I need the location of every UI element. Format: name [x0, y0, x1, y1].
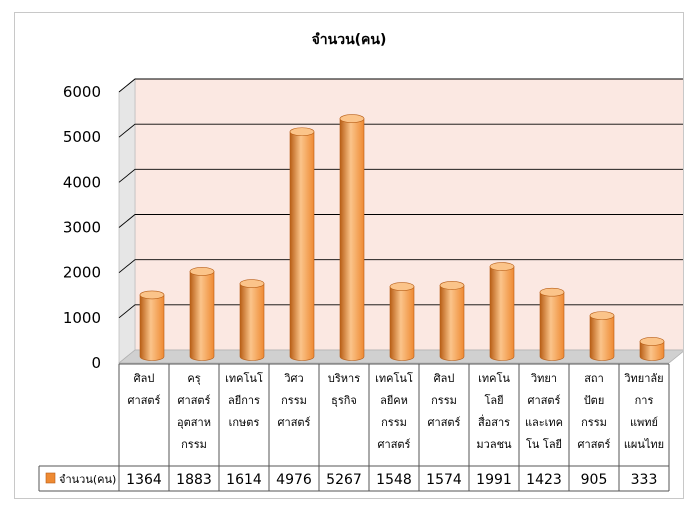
- gridline: [118, 214, 683, 228]
- legend-label: จำนวน(คน): [59, 473, 116, 486]
- y-tick-label: 1000: [63, 309, 101, 327]
- category-label: เทคโนโลยีการเกษตร: [225, 371, 263, 429]
- category-label: ศิลปศาสตร์: [128, 372, 161, 407]
- bar-body: [339, 118, 365, 361]
- bar-top: [589, 311, 615, 320]
- bar-body: [439, 285, 465, 361]
- data-label: 905: [581, 472, 608, 488]
- y-tick-label: 2000: [63, 264, 101, 282]
- bar: [639, 337, 665, 361]
- data-label: 4976: [276, 472, 312, 488]
- data-label: 5267: [326, 472, 362, 488]
- bar: [539, 287, 565, 361]
- category-label: ครุศาสตร์อุตสาหกรรม: [177, 372, 211, 451]
- gridline: [118, 168, 683, 183]
- bar-body: [289, 131, 315, 361]
- gridline: [118, 123, 683, 138]
- y-tick-label: 6000: [63, 83, 101, 101]
- y-tick-label: 0: [91, 354, 101, 372]
- bar: [189, 267, 215, 361]
- y-tick-label: 4000: [63, 173, 101, 191]
- category-label: บริหารธุรกิจ: [328, 372, 360, 407]
- bar-body: [189, 271, 215, 361]
- bar-top: [439, 281, 465, 290]
- bar-top: [539, 287, 565, 297]
- chart-title: จำนวน(คน): [312, 32, 387, 48]
- bar: [439, 281, 465, 361]
- bar-top: [139, 290, 165, 300]
- bar-body: [489, 266, 515, 361]
- data-label: 1883: [176, 472, 212, 488]
- bar-body: [239, 283, 265, 361]
- bar-top: [389, 282, 415, 291]
- bar: [239, 279, 265, 361]
- bar: [389, 282, 415, 361]
- bar-body: [389, 286, 415, 361]
- bar-top: [189, 267, 215, 276]
- category-label: วิทยาศาสตร์และเทคโน โลยี: [525, 372, 563, 451]
- bar: [139, 290, 165, 361]
- bar: [589, 311, 615, 361]
- bar-top: [489, 262, 515, 271]
- bar-top: [239, 279, 265, 288]
- y-tick-label: 5000: [63, 128, 101, 146]
- bar: [289, 127, 315, 361]
- data-label: 1991: [476, 472, 512, 488]
- category-label: วิทยาลัยการแพทย์แผนไทย: [624, 372, 665, 451]
- bar-body: [139, 294, 165, 361]
- y-tick-label: 3000: [63, 219, 101, 237]
- data-label: 1548: [376, 472, 412, 488]
- data-label: 1364: [126, 472, 162, 488]
- category-label: ศิลปกรรมศาสตร์: [428, 372, 461, 429]
- bar-body: [539, 291, 565, 361]
- gridline: [118, 259, 683, 274]
- bar-body: [639, 341, 665, 361]
- bar: [489, 262, 515, 361]
- bar-chart: จำนวน(คน) 0 1000 2000 3000 4000 5000 6000 ศิลป…: [38, 32, 683, 492]
- bar-top: [339, 114, 365, 123]
- data-label: 1614: [226, 472, 262, 488]
- data-label: 1423: [526, 472, 562, 488]
- bar-body: [589, 315, 615, 361]
- gridline: [118, 78, 683, 93]
- category-label: เทคโนโลยีคหกรรมศาสตร์: [375, 371, 413, 451]
- category-label: เทคโนโลยีสื่อสารมวลชน: [476, 371, 512, 451]
- chart-frame: จำนวน(คน) 0 1000 2000 3000 4000 5000 6000 ศิลป…: [14, 12, 684, 499]
- data-label: 1574: [426, 472, 462, 488]
- legend-key: [45, 472, 56, 484]
- bar: [339, 114, 365, 361]
- data-label: 333: [631, 472, 658, 488]
- bar-top: [639, 337, 665, 346]
- bar-top: [289, 127, 315, 137]
- category-label: สถาปัตยกรรมศาสตร์: [578, 372, 611, 451]
- category-label: วิศวกรรมศาสตร์: [278, 372, 311, 429]
